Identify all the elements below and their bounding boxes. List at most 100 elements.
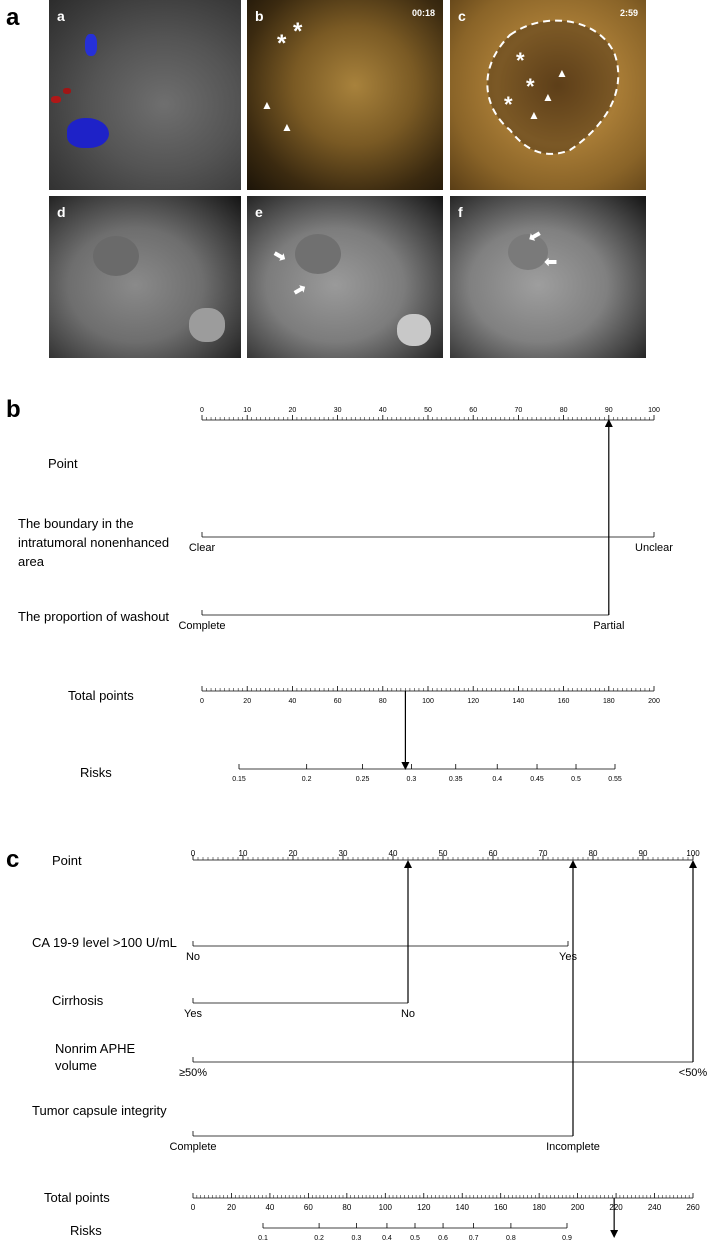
tick-label: 0 [200,698,204,705]
tick-label: 70 [539,849,548,858]
tick-label: 0.45 [530,776,544,783]
tick-label: 140 [456,1203,470,1212]
lesion-region [508,234,548,270]
tick-label: 80 [560,407,568,414]
ct-image-d: d [49,196,241,358]
tick-label: 180 [532,1203,546,1212]
tick-label: 0.5 [410,1235,420,1241]
level-label: <50% [679,1067,707,1079]
tick-label: 90 [639,849,648,858]
arrow-marker: ➡ [544,253,558,270]
arrowhead-marker: ▲ [528,108,540,122]
arrowhead-marker: ▲ [261,98,273,112]
variable-label: Point [48,456,78,471]
tick-label: 100 [379,1203,393,1212]
image-label-c: c [458,8,466,24]
tick-label: 160 [494,1203,508,1212]
panel-letter-b: b [6,396,21,423]
tick-label: 70 [515,407,523,414]
tick-label: 0.25 [356,776,370,783]
tick-label: 40 [389,849,398,858]
tick-label: 0.55 [608,776,622,783]
tick-label: 200 [648,698,660,705]
tick-label: 0.2 [302,776,312,783]
arrowhead-marker: ▲ [556,66,568,80]
spine-region [189,308,225,342]
arrow-marker: ➡ [289,279,311,302]
tick-label: 0.9 [562,1235,572,1241]
asterisk-marker: * [293,18,303,45]
tick-label: 0 [191,1203,196,1212]
image-label-f: f [458,204,463,220]
variable-label: Risks [70,1223,102,1238]
tick-label: 80 [589,849,598,858]
tick-label: 90 [605,407,613,414]
tick-label: 100 [686,849,700,858]
level-label: Partial [593,620,624,632]
variable-label: The proportion of washout [18,609,169,624]
tick-label: 60 [469,407,477,414]
level-label: Yes [559,951,577,963]
tick-label: 0.8 [506,1235,516,1241]
tick-label: 60 [334,698,342,705]
tick-label: 10 [243,407,251,414]
tick-label: 40 [265,1203,274,1212]
variable-label: area [18,554,45,569]
spine-region [397,314,431,346]
tick-label: 220 [609,1203,623,1212]
tick-label: 0.2 [314,1235,324,1241]
variable-label: Nonrim APHE [55,1041,136,1056]
doppler-flow-blue [67,118,109,148]
level-label: Complete [169,1141,216,1153]
level-label: Yes [184,1008,202,1020]
level-label: Incomplete [546,1141,600,1153]
variable-label: intratumoral nonenhanced [18,535,169,550]
image-label-e: e [255,204,263,220]
variable-label: The boundary in the [18,516,134,531]
tick-label: 0.3 [407,776,417,783]
variable-label: Total points [68,688,134,703]
tick-label: 160 [558,698,570,705]
doppler-flow-red [51,96,61,103]
variable-label: Point [52,853,82,868]
asterisk-marker: * [526,74,535,99]
level-label: ≥50% [179,1067,207,1079]
arrow-marker: ➡ [269,245,290,268]
variable-label: Tumor capsule integrity [32,1103,167,1118]
tick-label: 0.4 [492,776,502,783]
tick-label: 50 [439,849,448,858]
lesion-outline [486,19,620,155]
nomogram-b: Point 0 10 20 30 40 50 60 70 80 90 100 The boundary … [18,407,673,783]
tick-label: 100 [648,407,660,414]
lesion-region [93,236,139,276]
arrowhead-marker: ▲ [542,90,554,104]
level-label: Unclear [635,542,673,554]
tick-label: 0.7 [469,1235,479,1241]
variable-label: volume [55,1058,97,1073]
asterisk-marker: * [277,30,287,57]
image-label-b: b [255,8,264,24]
tick-label: 120 [467,698,479,705]
arrowhead-marker: ▲ [281,120,293,134]
tick-label: 0.15 [232,776,246,783]
image-label-a: a [57,8,65,24]
tick-label: 180 [603,698,615,705]
tick-label: 260 [686,1203,700,1212]
tick-label: 100 [422,698,434,705]
tick-label: 0.3 [352,1235,362,1241]
tick-label: 140 [513,698,525,705]
tick-label: 0.1 [258,1235,268,1241]
image-label-d: d [57,204,66,220]
tick-label: 0.35 [449,776,463,783]
tick-label: 60 [304,1203,313,1212]
tick-label: 20 [289,849,298,858]
panel-letter-c: c [6,846,20,873]
tick-label: 20 [243,698,251,705]
tick-label: 80 [379,698,387,705]
ct-image-f: f ➡ ➡ [450,196,646,358]
tick-label: 0.4 [382,1235,392,1241]
tick-label: 80 [342,1203,351,1212]
tick-label: 40 [289,698,297,705]
tick-label: 30 [334,407,342,414]
tick-label: 0.5 [571,776,581,783]
